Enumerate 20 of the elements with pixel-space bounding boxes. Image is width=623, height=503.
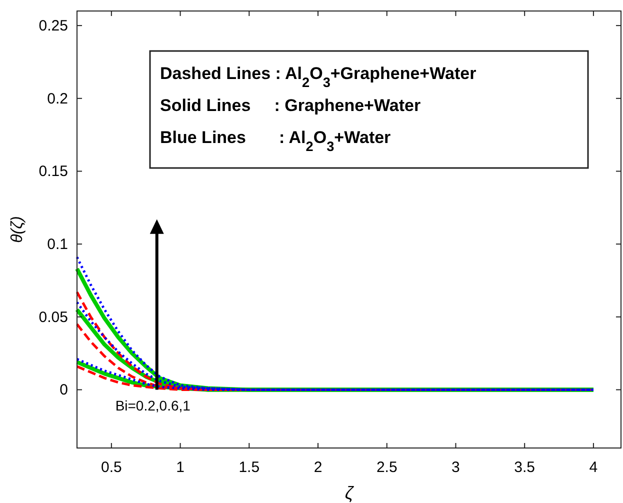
x-tick-label: 3.5 xyxy=(514,459,536,476)
y-tick-label: 0 xyxy=(60,382,68,399)
x-axis-title: ζ xyxy=(344,483,355,503)
x-tick-label: 0.5 xyxy=(101,459,122,476)
y-tick-label: 0.25 xyxy=(38,18,68,35)
x-tick-label: 2 xyxy=(314,459,322,476)
annotation: Dashed Lines : Al$_{2}$O$_{3}$+Graphene+Water xyxy=(160,64,477,90)
y-tick-label: 0.2 xyxy=(47,90,68,108)
annotation: Blue Lines : Al$_{2}$O$_{3}$+Water xyxy=(160,128,392,154)
x-tick-label: 1.5 xyxy=(238,459,260,476)
annotation: Bi=0.2,0.6,1 xyxy=(115,398,191,414)
annotation: Solid Lines : Graphene+Water xyxy=(160,96,421,115)
y-tick-label: 0.15 xyxy=(38,163,68,180)
y-tick-label: 0.05 xyxy=(38,308,68,326)
x-tick-label: 3 xyxy=(452,459,460,476)
y-axis-title: θ(ζ) xyxy=(9,216,26,243)
x-tick-label: 4 xyxy=(589,459,598,476)
x-tick-label: 1 xyxy=(176,459,184,476)
x-tick-label: 2.5 xyxy=(376,459,398,476)
y-tick-label: 0.1 xyxy=(47,236,68,254)
